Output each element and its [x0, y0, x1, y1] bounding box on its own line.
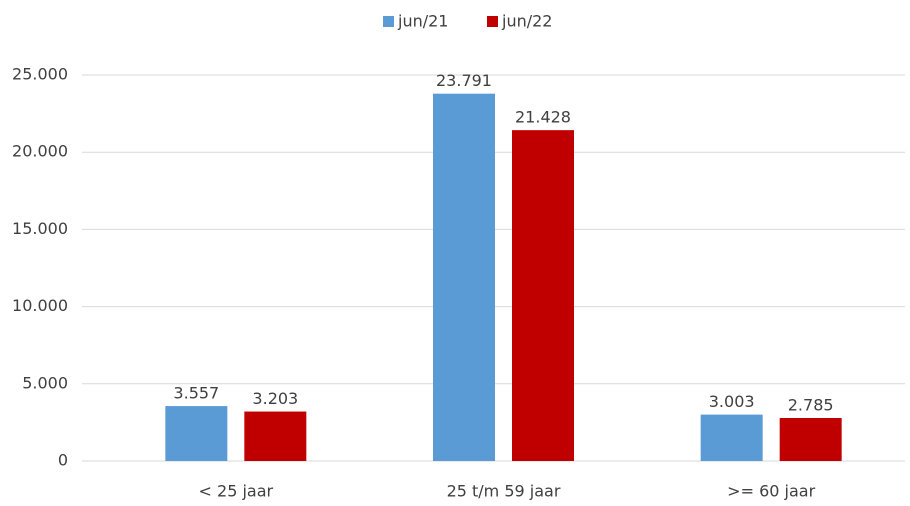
data-label: 3.557 [173, 384, 219, 403]
y-tick-label: 10.000 [12, 296, 68, 315]
bar [512, 130, 574, 462]
y-tick-label: 5.000 [22, 373, 68, 392]
legend-swatch [487, 16, 498, 27]
y-tick-label: 0 [58, 451, 68, 470]
legend-label: jun/22 [501, 12, 552, 31]
legend-label: jun/21 [397, 12, 448, 31]
y-tick-label: 15.000 [12, 219, 68, 238]
bar [433, 93, 495, 461]
y-tick-label: 20.000 [12, 142, 68, 161]
data-label: 23.791 [436, 71, 492, 90]
bar [700, 414, 763, 461]
data-label: 3.203 [252, 389, 298, 408]
x-tick-label: 25 t/m 59 jaar [447, 482, 561, 501]
x-tick-label: >= 60 jaar [727, 482, 815, 501]
data-label: 21.428 [515, 108, 571, 127]
x-tick-label: < 25 jaar [199, 482, 274, 501]
y-tick-label: 25.000 [12, 65, 68, 84]
data-label: 3.003 [709, 392, 755, 411]
bar [779, 417, 842, 461]
data-label: 2.785 [788, 395, 834, 414]
bar [165, 406, 228, 461]
legend-swatch [383, 16, 394, 27]
bar [244, 411, 307, 461]
